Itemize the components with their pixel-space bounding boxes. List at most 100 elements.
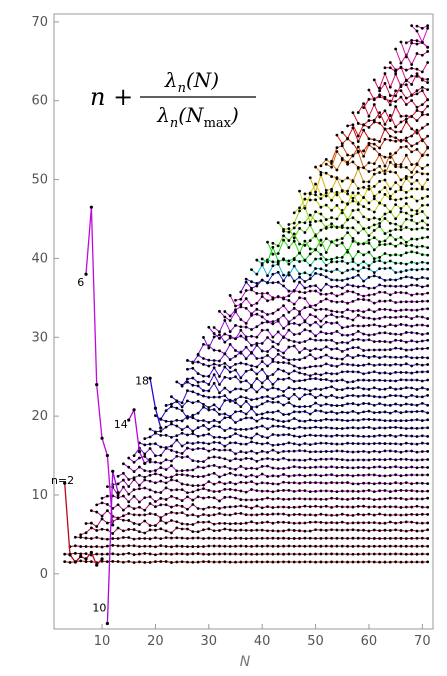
band-point (196, 384, 200, 388)
band-point (223, 544, 227, 548)
band-point (196, 411, 200, 415)
band-point (207, 480, 211, 484)
band-point (271, 312, 275, 315)
band-point (180, 456, 184, 459)
band-point (292, 358, 296, 361)
band-point (335, 347, 339, 351)
band-point (404, 202, 408, 206)
band-point (180, 536, 184, 540)
band-point (303, 387, 307, 391)
band-point (426, 77, 430, 81)
band-point (362, 458, 366, 462)
band-point (356, 490, 360, 493)
band-point (426, 458, 430, 461)
band-point (426, 466, 430, 469)
band-point (298, 481, 301, 485)
band-point (218, 333, 221, 337)
band-point (234, 421, 237, 424)
band-point (170, 531, 173, 535)
band-point (228, 471, 232, 475)
y-tick-label: 30 (31, 330, 48, 345)
band-point (426, 50, 430, 53)
band-point (351, 154, 355, 158)
band-point (196, 434, 200, 438)
band-point (324, 552, 328, 556)
band-point (271, 245, 275, 249)
band-point (303, 521, 307, 525)
band-point (207, 536, 211, 540)
band-point (388, 103, 392, 107)
band-point (388, 170, 392, 174)
band-point (415, 251, 419, 255)
band-point (420, 332, 424, 336)
formula-den-close: ) (230, 103, 239, 127)
band-point (420, 276, 424, 279)
band-point (378, 299, 382, 303)
band-point (404, 481, 408, 485)
series-point-n2 (95, 563, 99, 567)
band-point (223, 457, 227, 461)
band-point (399, 95, 403, 99)
band-point (244, 475, 248, 479)
band-point (340, 378, 344, 382)
band-point (426, 482, 430, 486)
band-point (415, 356, 419, 360)
band-point (271, 252, 275, 256)
band-point (415, 284, 419, 287)
band-point (314, 219, 317, 223)
band-point (383, 395, 387, 399)
band-point (314, 528, 317, 532)
band-point (282, 560, 285, 564)
band-point (266, 536, 269, 540)
band-point (388, 119, 392, 122)
band-point (367, 316, 371, 320)
band-point (138, 473, 141, 477)
band-point (378, 179, 382, 183)
x-axis-title: N (240, 654, 251, 670)
band-point (383, 137, 387, 141)
svg-text:n +: n + (90, 83, 133, 111)
band-point (378, 140, 382, 143)
band-point (324, 497, 328, 501)
band-point (116, 560, 120, 563)
band-point (287, 537, 291, 540)
band-point (324, 353, 328, 357)
band-point (415, 178, 419, 182)
band-point (319, 373, 323, 377)
band-point (298, 366, 301, 370)
band-point (271, 433, 275, 436)
band-point (372, 434, 376, 438)
band-point (415, 497, 419, 501)
band-point (79, 535, 83, 539)
band-point (415, 300, 419, 304)
band-point (399, 130, 403, 134)
band-point (420, 473, 424, 477)
band-point (394, 496, 398, 500)
band-point (378, 276, 382, 279)
band-point (180, 384, 184, 388)
band-point (255, 307, 259, 311)
band-point (282, 497, 285, 501)
band-point (276, 308, 280, 312)
band-point (410, 66, 414, 70)
band-point (170, 449, 173, 452)
band-point (367, 207, 371, 211)
band-point (314, 537, 317, 540)
band-point (367, 552, 371, 556)
band-point (314, 425, 317, 429)
band-point (292, 306, 296, 310)
band-point (116, 503, 120, 507)
y-tick-label: 0 (40, 567, 48, 582)
band-point (116, 526, 120, 530)
band-point (287, 386, 291, 390)
band-point (420, 552, 424, 556)
band-point (287, 310, 291, 314)
band-point (116, 537, 120, 540)
band-point (218, 560, 221, 564)
band-point (276, 270, 280, 274)
band-point (356, 512, 360, 516)
band-point (415, 308, 419, 312)
band-point (234, 473, 237, 477)
band-point (324, 171, 328, 175)
band-point (292, 505, 296, 509)
